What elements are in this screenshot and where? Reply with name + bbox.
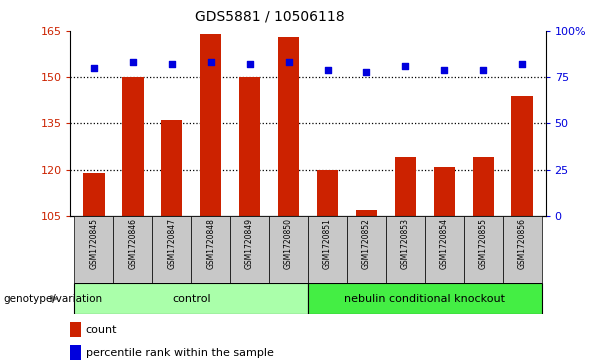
- Bar: [511, 95, 533, 216]
- Text: GSM1720853: GSM1720853: [401, 218, 410, 269]
- Text: nebulin conditional knockout: nebulin conditional knockout: [345, 294, 505, 303]
- FancyBboxPatch shape: [191, 216, 230, 283]
- Point: [362, 69, 371, 74]
- FancyBboxPatch shape: [74, 283, 308, 314]
- Text: GSM1720849: GSM1720849: [245, 218, 254, 269]
- FancyBboxPatch shape: [269, 216, 308, 283]
- FancyBboxPatch shape: [308, 216, 347, 283]
- Text: GSM1720850: GSM1720850: [284, 218, 293, 269]
- Text: control: control: [172, 294, 210, 303]
- Bar: [356, 210, 377, 216]
- FancyBboxPatch shape: [386, 216, 425, 283]
- Point: [322, 67, 332, 73]
- FancyBboxPatch shape: [503, 216, 542, 283]
- FancyBboxPatch shape: [425, 216, 464, 283]
- FancyBboxPatch shape: [464, 216, 503, 283]
- Text: GDS5881 / 10506118: GDS5881 / 10506118: [195, 9, 345, 23]
- Bar: [239, 77, 261, 216]
- FancyBboxPatch shape: [347, 216, 386, 283]
- Text: GSM1720845: GSM1720845: [89, 218, 98, 269]
- Point: [89, 65, 99, 71]
- Point: [206, 60, 216, 65]
- Point: [128, 60, 138, 65]
- Bar: [200, 34, 221, 216]
- Text: GSM1720854: GSM1720854: [440, 218, 449, 269]
- Bar: [473, 157, 494, 216]
- Point: [517, 61, 527, 67]
- FancyBboxPatch shape: [230, 216, 269, 283]
- FancyBboxPatch shape: [74, 216, 113, 283]
- Bar: [433, 167, 455, 216]
- Bar: [317, 170, 338, 216]
- Bar: [70, 322, 81, 338]
- Point: [167, 61, 177, 67]
- Text: GSM1720848: GSM1720848: [206, 218, 215, 269]
- Point: [284, 60, 294, 65]
- Text: genotype/variation: genotype/variation: [3, 294, 102, 303]
- Bar: [278, 37, 299, 216]
- Bar: [161, 120, 183, 216]
- Text: GSM1720851: GSM1720851: [323, 218, 332, 269]
- Bar: [70, 345, 81, 360]
- FancyBboxPatch shape: [113, 216, 152, 283]
- FancyBboxPatch shape: [152, 216, 191, 283]
- FancyBboxPatch shape: [308, 283, 542, 314]
- Point: [478, 67, 488, 73]
- Text: GSM1720852: GSM1720852: [362, 218, 371, 269]
- Point: [400, 63, 410, 69]
- Bar: [122, 77, 143, 216]
- Text: GSM1720855: GSM1720855: [479, 218, 488, 269]
- Text: count: count: [86, 325, 117, 335]
- Point: [245, 61, 254, 67]
- Point: [440, 67, 449, 73]
- Text: percentile rank within the sample: percentile rank within the sample: [86, 347, 273, 358]
- Text: GSM1720846: GSM1720846: [128, 218, 137, 269]
- Bar: [395, 157, 416, 216]
- Text: GSM1720847: GSM1720847: [167, 218, 177, 269]
- Text: GSM1720856: GSM1720856: [518, 218, 527, 269]
- Bar: [83, 173, 105, 216]
